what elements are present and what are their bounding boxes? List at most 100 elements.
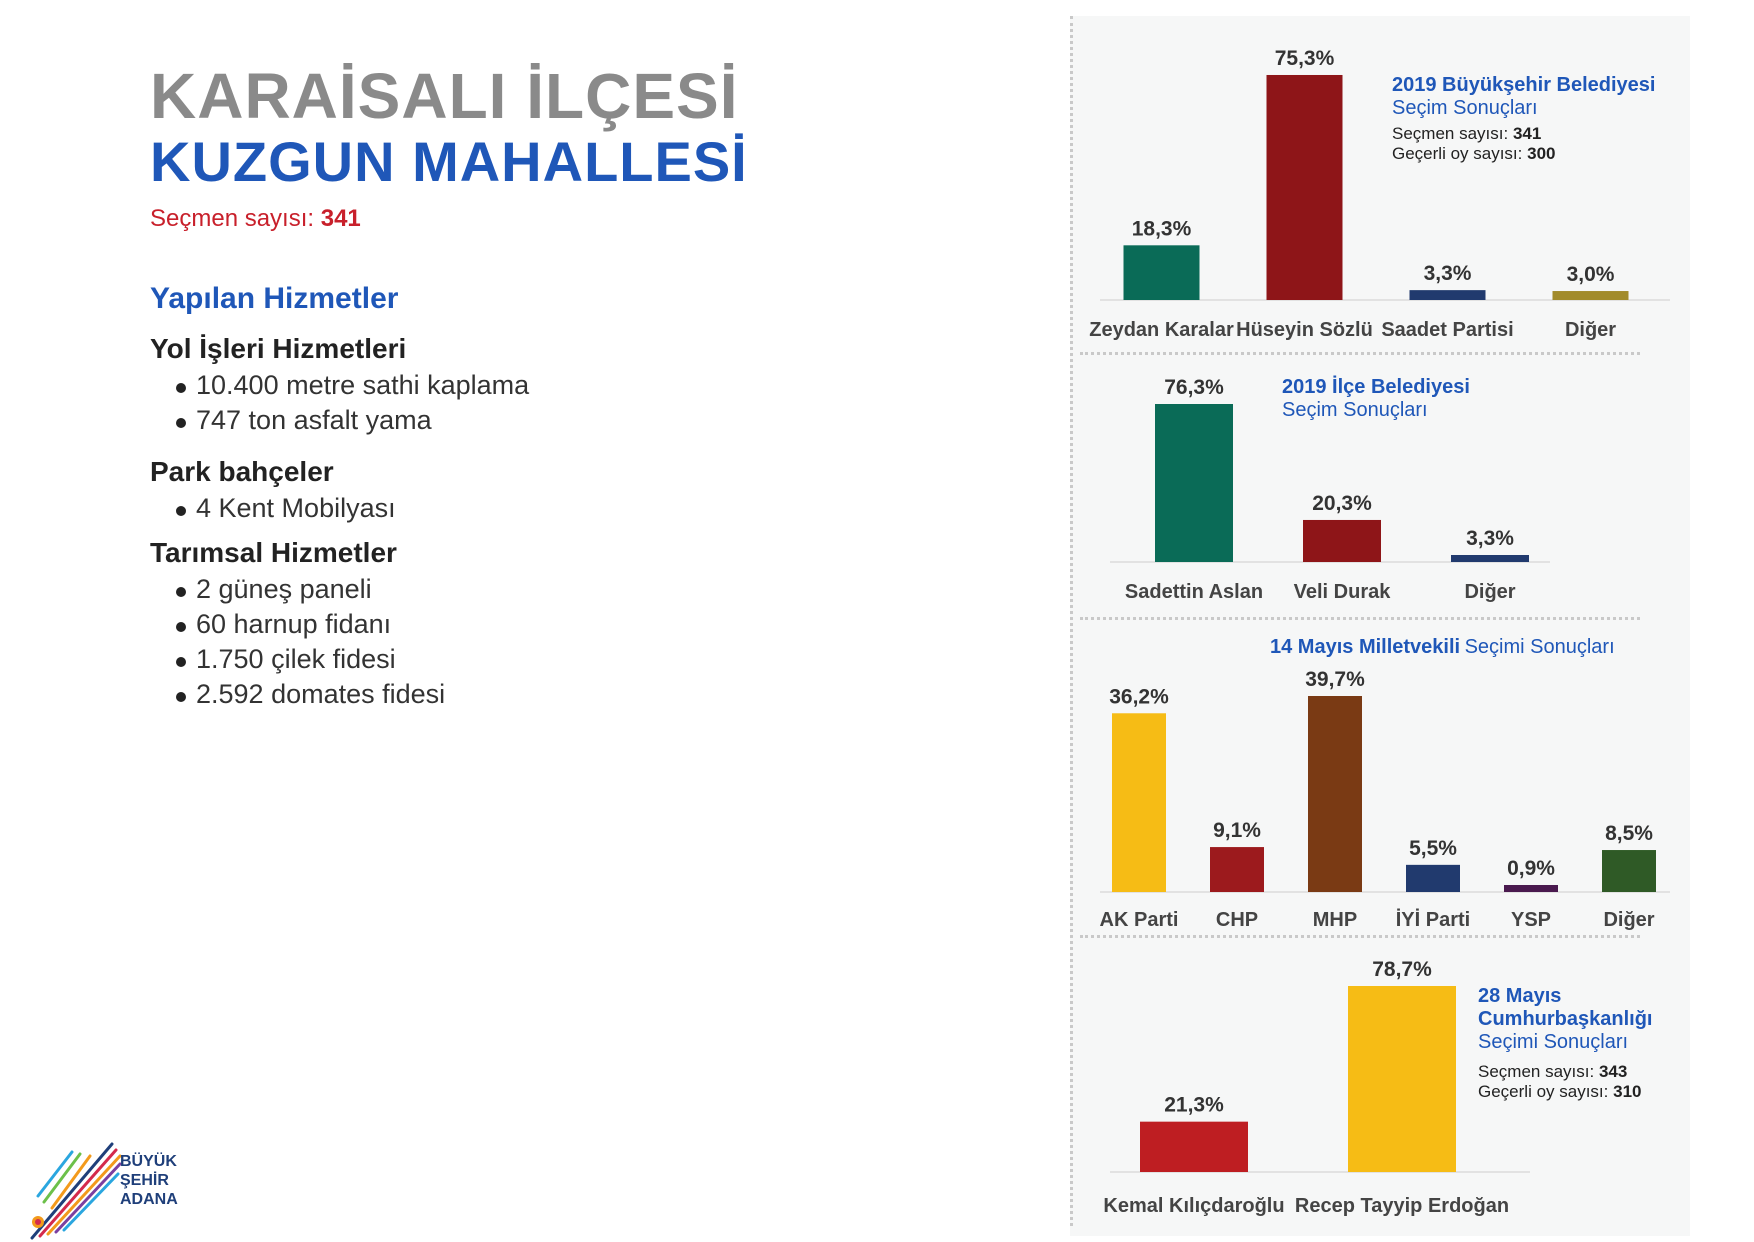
bar-value-label: 3,3% — [1424, 262, 1472, 285]
logo-line: BÜYÜK — [120, 1153, 177, 1170]
chart-svg: 36,2% AK Parti 9,1% CHP 39,7% MHP 5,5% İYİ Part… — [1100, 668, 1670, 931]
info-value: 300 — [1527, 143, 1556, 163]
info-label: Seçmen sayısı: — [1392, 124, 1509, 143]
panel-divider — [1080, 352, 1640, 355]
bar-value-label: 5,5% — [1409, 837, 1457, 860]
info-value: 343 — [1598, 1062, 1628, 1081]
panel-divider — [1080, 935, 1640, 938]
bar-value-label: 8,5% — [1605, 822, 1653, 845]
bar — [1210, 847, 1264, 892]
bar-value-label: 39,7% — [1305, 668, 1365, 691]
services-heading: Yapılan Hizmetler — [150, 282, 399, 315]
service-item: 4 Kent Mobilyası — [176, 491, 396, 526]
bar-value-label: 3,3% — [1466, 527, 1514, 550]
category-label: Diğer — [1565, 319, 1616, 341]
chart-metropolitan-2019-header: 2019 Büyükşehir Belediyesi Seçim Sonuçla… — [1392, 74, 1655, 163]
bar — [1451, 555, 1529, 562]
chart-title: 2019 İlçe Belediyesi — [1282, 376, 1470, 398]
bar-value-label: 9,1% — [1213, 819, 1261, 842]
buyuksehir-adana-logo — [30, 1142, 122, 1240]
category-label: Recep Tayyip Erdoğan — [1295, 1195, 1509, 1217]
info-value: 310 — [1613, 1081, 1642, 1101]
info-value: 341 — [1512, 124, 1542, 143]
chart-title: 2019 Büyükşehir Belediyesi — [1392, 74, 1656, 96]
bar — [1552, 291, 1629, 300]
category-label: Diğer — [1603, 909, 1654, 931]
category-label: Sadettin Aslan — [1125, 581, 1263, 603]
category-label: YSP — [1511, 909, 1551, 931]
bar — [1348, 986, 1456, 1172]
chart-info: Seçmen sayısı: 343 — [1478, 1062, 1668, 1082]
logo-wordmark: BÜYÜK ŞEHİR ADANA — [120, 1152, 178, 1209]
chart-svg: 18,3% Zeydan Karalar 75,3% Hüseyin Sözlü 3,3… — [1089, 47, 1670, 341]
bar — [1155, 404, 1233, 562]
bar-value-label: 3,0% — [1567, 263, 1615, 286]
info-label: Geçerli oy sayısı: — [1478, 1081, 1609, 1101]
chart-info: Geçerli oy sayısı: 300 — [1392, 144, 1655, 164]
info-label: Seçmen sayısı: — [1478, 1062, 1595, 1081]
category-label: Diğer — [1464, 581, 1515, 603]
chart-parliament-2023-header: 14 Mayıs Milletvekili Seçimi Sonuçları — [1270, 636, 1615, 659]
category-label: Saadet Partisi — [1381, 319, 1513, 341]
chart-info: Seçmen sayısı: 341 — [1392, 124, 1655, 144]
voter-count-label: Seçmen sayısı: — [150, 205, 315, 232]
bar-value-label: 0,9% — [1507, 857, 1555, 880]
bar — [1266, 74, 1343, 300]
bar — [1140, 1121, 1248, 1172]
info-label: Geçerli oy sayısı: — [1392, 143, 1523, 163]
chart-subtitle: Seçimi Sonuçları — [1478, 1031, 1629, 1053]
district-title: KARAİSALI İLÇESİ — [150, 60, 739, 132]
chart-metropolitan-2019: 18,3% Zeydan Karalar 75,3% Hüseyin Sözlü 3,3… — [1089, 30, 1670, 348]
category-label: AK Parti — [1100, 909, 1179, 931]
chart-subtitle: Seçim Sonuçları — [1392, 97, 1538, 119]
service-item: 747 ton asfalt yama — [175, 403, 529, 438]
chart-info: Geçerli oy sayısı: 310 — [1478, 1082, 1668, 1102]
chart-district-2019: 76,3% Sadettin Aslan 20,3% Veli Durak 3,3% Di… — [1090, 362, 1670, 612]
category-label: Zeydan Karalar — [1089, 319, 1234, 341]
service-list: 10.400 metre sathi kaplama 747 ton asfal… — [150, 368, 529, 438]
bar-value-label: 75,3% — [1275, 47, 1335, 70]
bar-value-label: 21,3% — [1164, 1094, 1224, 1117]
logo-line: ŞEHİR — [120, 1172, 169, 1189]
bar-value-label: 78,7% — [1372, 958, 1432, 981]
chart-title: 14 Mayıs Milletvekili — [1270, 636, 1461, 658]
category-label: Kemal Kılıçdaroğlu — [1103, 1195, 1284, 1217]
bar — [1504, 885, 1558, 892]
chart-district-2019-header: 2019 İlçe Belediyesi Seçim Sonuçları — [1282, 376, 1470, 422]
bar — [1112, 713, 1166, 892]
bar — [1602, 850, 1656, 892]
service-item: 60 harnup fidanı — [175, 607, 445, 642]
service-item: 1.750 çilek fidesi — [175, 642, 445, 677]
category-label: İYİ Parti — [1396, 908, 1470, 931]
voter-count: Seçmen sayısı: 341 — [150, 205, 361, 233]
service-group-title: Yol İşleri Hizmetleri — [150, 333, 407, 364]
category-label: Hüseyin Sözlü — [1236, 319, 1373, 341]
voter-count-value: 341 — [320, 205, 361, 232]
bar — [1409, 290, 1486, 300]
category-label: Veli Durak — [1294, 581, 1392, 603]
service-list: 4 Kent Mobilyası — [150, 491, 396, 526]
service-item: 2.592 domates fidesi — [175, 677, 445, 712]
bar — [1123, 245, 1200, 300]
logo-line: ADANA — [120, 1191, 178, 1208]
service-group-title: Tarımsal Hizmetler — [150, 537, 397, 568]
service-group-title: Park bahçeler — [150, 456, 334, 487]
bar-value-label: 18,3% — [1132, 217, 1192, 240]
chart-parliament-2023: 36,2% AK Parti 9,1% CHP 39,7% MHP 5,5% İYİ Part… — [1090, 668, 1670, 932]
service-group-road: Yol İşleri Hizmetleri 10.400 metre sathi… — [150, 332, 529, 438]
chart-svg: 76,3% Sadettin Aslan 20,3% Veli Durak 3,3% Di… — [1110, 376, 1550, 603]
category-label: MHP — [1313, 909, 1357, 931]
panel-divider-vertical — [1070, 16, 1073, 1226]
service-item: 10.400 metre sathi kaplama — [175, 368, 529, 403]
bar — [1406, 864, 1460, 892]
service-group-parks: Park bahçeler 4 Kent Mobilyası — [150, 455, 396, 526]
neighborhood-title: KUZGUN MAHALLESİ — [150, 130, 748, 193]
panel-divider — [1080, 617, 1640, 620]
bar — [1303, 519, 1381, 562]
chart-presidential-2023-header: 28 Mayıs Cumhurbaşkanlığı Seçimi Sonuçla… — [1478, 985, 1668, 1101]
bar-value-label: 36,2% — [1109, 685, 1169, 708]
service-list: 2 güneş paneli 60 harnup fidanı 1.750 çi… — [150, 572, 445, 712]
service-group-agriculture: Tarımsal Hizmetler 2 güneş paneli 60 har… — [150, 536, 445, 712]
bar — [1308, 696, 1362, 892]
chart-title: 28 Mayıs Cumhurbaşkanlığı — [1478, 985, 1653, 1030]
